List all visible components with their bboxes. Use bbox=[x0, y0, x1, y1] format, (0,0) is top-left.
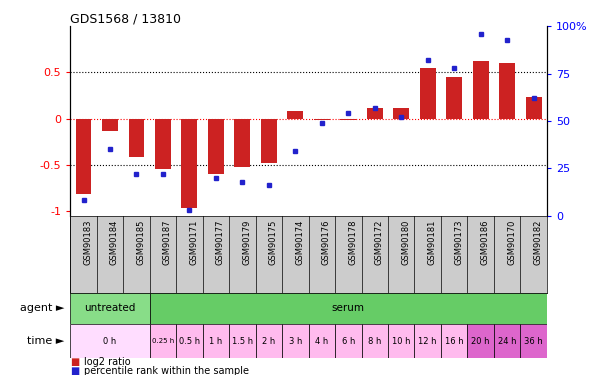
Bar bbox=[362, 324, 388, 358]
Bar bbox=[335, 324, 362, 358]
Text: log2 ratio: log2 ratio bbox=[84, 357, 130, 367]
Bar bbox=[255, 324, 282, 358]
Text: 1 h: 1 h bbox=[209, 337, 222, 346]
Text: serum: serum bbox=[332, 303, 365, 313]
Text: GSM90179: GSM90179 bbox=[243, 219, 251, 265]
Text: ■: ■ bbox=[70, 366, 79, 375]
Bar bbox=[441, 324, 467, 358]
Text: 36 h: 36 h bbox=[524, 337, 543, 346]
Bar bbox=[473, 62, 489, 118]
Text: GDS1568 / 13810: GDS1568 / 13810 bbox=[70, 12, 181, 25]
Text: 20 h: 20 h bbox=[472, 337, 490, 346]
Text: GSM90172: GSM90172 bbox=[375, 219, 384, 265]
Bar bbox=[340, 118, 356, 120]
Bar bbox=[525, 98, 541, 118]
Text: ■: ■ bbox=[70, 357, 79, 367]
Text: 10 h: 10 h bbox=[392, 337, 411, 346]
Text: GSM90187: GSM90187 bbox=[163, 219, 172, 265]
Bar bbox=[393, 108, 409, 118]
Text: GSM90183: GSM90183 bbox=[84, 219, 92, 265]
Text: GSM90171: GSM90171 bbox=[189, 219, 199, 265]
Bar bbox=[420, 68, 436, 118]
Text: 12 h: 12 h bbox=[419, 337, 437, 346]
Bar bbox=[446, 77, 462, 118]
Bar bbox=[261, 118, 277, 163]
Text: 0 h: 0 h bbox=[103, 337, 117, 346]
Text: 8 h: 8 h bbox=[368, 337, 381, 346]
Bar bbox=[176, 324, 203, 358]
Text: untreated: untreated bbox=[84, 303, 136, 313]
Bar bbox=[102, 118, 118, 130]
Bar bbox=[287, 111, 303, 118]
Text: GSM90182: GSM90182 bbox=[533, 219, 543, 265]
Text: 2 h: 2 h bbox=[262, 337, 276, 346]
Bar bbox=[203, 324, 229, 358]
Text: 4 h: 4 h bbox=[315, 337, 329, 346]
Bar bbox=[208, 118, 224, 174]
Bar bbox=[309, 324, 335, 358]
Bar bbox=[521, 324, 547, 358]
Bar bbox=[229, 324, 255, 358]
Bar bbox=[76, 118, 92, 194]
Text: time ►: time ► bbox=[27, 336, 64, 346]
Bar bbox=[155, 118, 171, 170]
Text: GSM90181: GSM90181 bbox=[428, 219, 437, 265]
Text: agent ►: agent ► bbox=[20, 303, 64, 313]
Text: GSM90176: GSM90176 bbox=[322, 219, 331, 265]
Bar bbox=[70, 292, 150, 324]
Text: 0.25 h: 0.25 h bbox=[152, 338, 174, 344]
Bar bbox=[414, 324, 441, 358]
Bar bbox=[388, 324, 414, 358]
Bar bbox=[181, 118, 197, 208]
Text: 24 h: 24 h bbox=[498, 337, 516, 346]
Text: GSM90170: GSM90170 bbox=[507, 219, 516, 265]
Bar bbox=[235, 118, 251, 166]
Bar bbox=[499, 63, 515, 118]
Text: GSM90177: GSM90177 bbox=[216, 219, 225, 265]
Bar bbox=[150, 292, 547, 324]
Text: 1.5 h: 1.5 h bbox=[232, 337, 253, 346]
Text: GSM90186: GSM90186 bbox=[481, 219, 489, 265]
Text: GSM90175: GSM90175 bbox=[269, 219, 278, 265]
Bar bbox=[282, 324, 309, 358]
Text: 0.5 h: 0.5 h bbox=[179, 337, 200, 346]
Text: percentile rank within the sample: percentile rank within the sample bbox=[84, 366, 249, 375]
Text: GSM90178: GSM90178 bbox=[348, 219, 357, 265]
Bar bbox=[128, 118, 144, 158]
Bar bbox=[314, 118, 330, 120]
Text: GSM90174: GSM90174 bbox=[295, 219, 304, 265]
Text: GSM90184: GSM90184 bbox=[110, 219, 119, 265]
Text: 16 h: 16 h bbox=[445, 337, 464, 346]
Text: GSM90185: GSM90185 bbox=[136, 219, 145, 265]
Text: 6 h: 6 h bbox=[342, 337, 355, 346]
Text: 3 h: 3 h bbox=[288, 337, 302, 346]
Bar bbox=[467, 324, 494, 358]
Bar bbox=[70, 324, 150, 358]
Bar bbox=[494, 324, 521, 358]
Text: GSM90180: GSM90180 bbox=[401, 219, 410, 265]
Bar bbox=[367, 108, 382, 118]
Text: GSM90173: GSM90173 bbox=[454, 219, 463, 265]
Bar bbox=[150, 324, 176, 358]
